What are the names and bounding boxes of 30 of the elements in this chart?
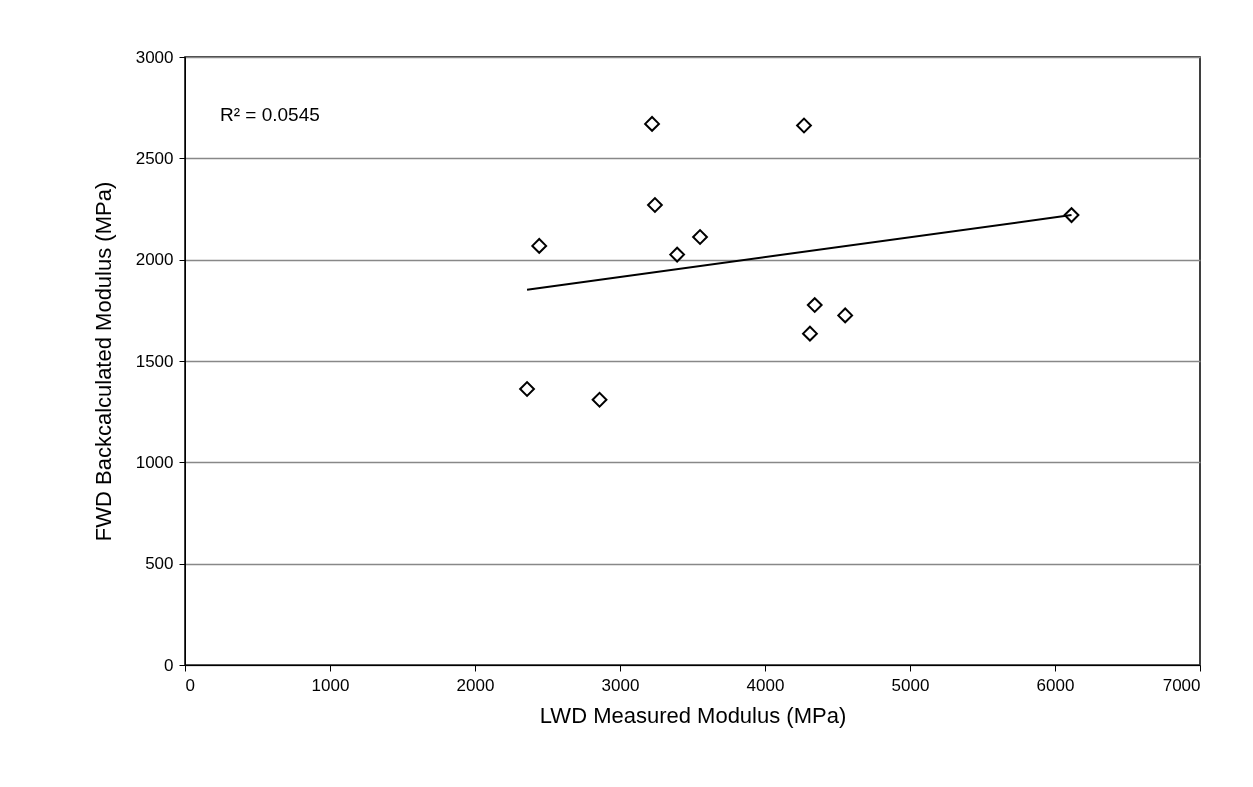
y-tick-label: 2000 [135,250,174,270]
x-axis-title: LWD Measured Modulus (MPa) [539,702,847,728]
point [837,307,854,324]
x-tick-label: 1000 [311,675,350,695]
point [644,115,660,132]
y-tick-label: 500 [145,554,174,574]
y-tick-label: 2500 [135,148,174,168]
x-tick-label: 7000 [1162,675,1201,695]
annotation: R² = 0.0545 [220,104,320,125]
y-tick-label: 3000 [135,47,174,67]
y-tick-label: 1500 [135,351,174,371]
point [796,117,812,134]
point [802,325,818,342]
x-tick-label: 0 [185,675,195,695]
point [531,237,548,254]
point [806,297,823,313]
point [647,197,663,213]
y-tick-label: 0 [164,655,174,675]
point [1063,207,1080,223]
x-tick-label: 2000 [456,675,495,695]
x-tick-label: 6000 [1036,675,1075,695]
y-tick-label: 1000 [135,452,174,472]
x-tick-label: 3000 [601,675,640,695]
point [519,381,535,397]
point [669,246,686,263]
y-axis-title: FWD Backcalculated Modulus (MPa) [90,181,116,542]
x-tick-label: 5000 [891,675,930,695]
x-tick-label: 4000 [746,675,785,695]
point [692,229,708,245]
point [591,391,608,408]
